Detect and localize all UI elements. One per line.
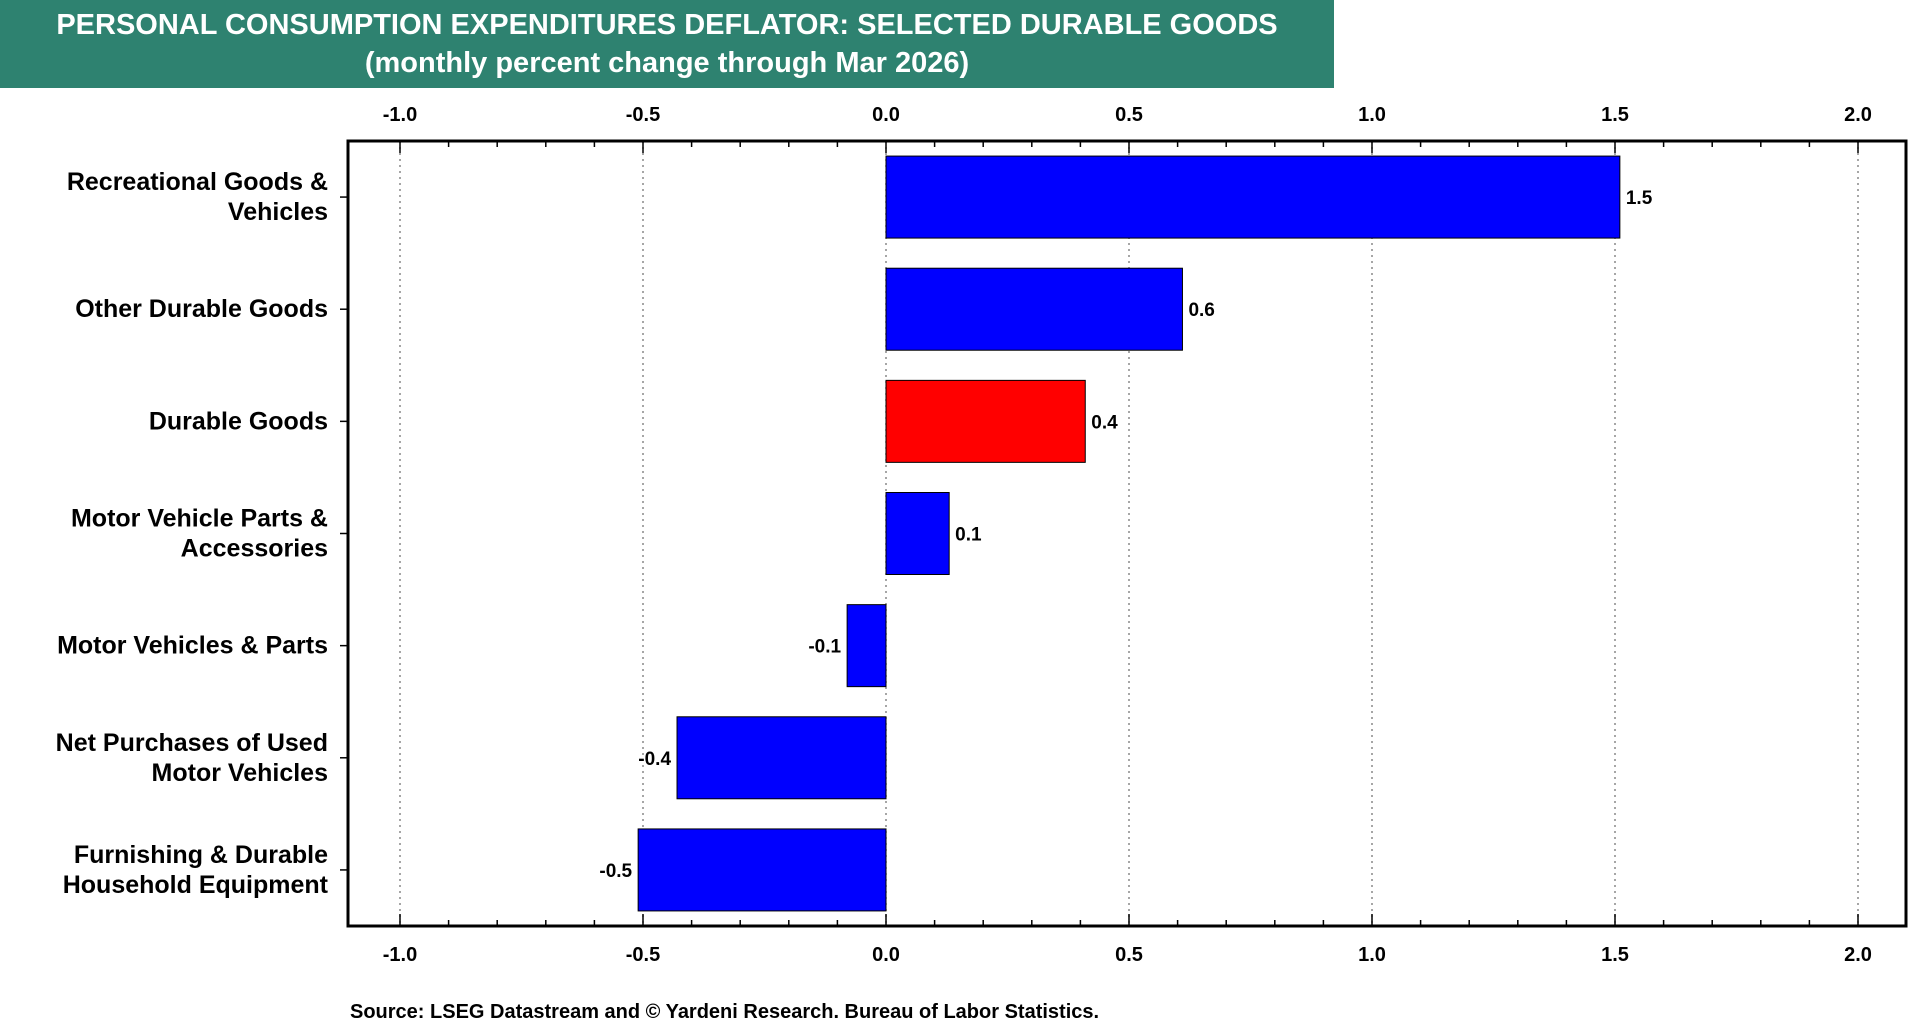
category-label: Durable Goods xyxy=(149,407,328,435)
bar xyxy=(885,155,1621,239)
category-label-line: Motor Vehicle Parts & xyxy=(71,505,328,533)
category-label: Other Durable Goods xyxy=(75,295,328,323)
bar xyxy=(885,492,950,575)
category-label: Motor Vehicle Parts & Accessories xyxy=(71,505,328,563)
x-tick-label-bottom: 1.5 xyxy=(1601,944,1629,966)
category-label-line: Motor Vehicles xyxy=(152,759,328,787)
bar xyxy=(637,828,887,912)
category-label-line: Furnishing & Durable xyxy=(74,841,328,869)
category-label-line: Accessories xyxy=(181,535,328,563)
category-label: Furnishing & Durable Household Equipment xyxy=(63,841,329,899)
x-tick-label-top: 1.5 xyxy=(1601,104,1629,126)
x-tick-label-top: 0.5 xyxy=(1115,104,1143,126)
source-note: Source: LSEG Datastream and © Yardeni Re… xyxy=(350,1001,1100,1023)
category-label: Net Purchases of Used Motor Vehicles xyxy=(56,729,328,787)
x-tick-label-top: 1.0 xyxy=(1358,104,1386,126)
x-tick-label-bottom: 0.0 xyxy=(872,944,900,966)
category-label-line: Other Durable Goods xyxy=(75,295,328,323)
category-label-line: Net Purchases of Used xyxy=(56,729,328,757)
category-label: Motor Vehicles & Parts xyxy=(57,632,328,660)
category-label-line: Household Equipment xyxy=(63,871,329,899)
x-tick-label-bottom: 2.0 xyxy=(1844,944,1872,966)
bar xyxy=(846,604,887,688)
plot-frame xyxy=(346,139,1908,928)
x-tick-label-top: 0.0 xyxy=(872,104,900,126)
category-label-line: Recreational Goods & xyxy=(67,168,328,196)
x-tick-label-top: -0.5 xyxy=(626,104,660,126)
data-label: -0.1 xyxy=(808,637,841,658)
x-tick-label-bottom: -1.0 xyxy=(383,944,417,966)
chart-subtitle: (monthly percent change through Mar 2026… xyxy=(364,47,970,79)
bar xyxy=(885,379,1086,463)
x-tick-label-bottom: -0.5 xyxy=(626,944,660,966)
category-label-line: Motor Vehicles & Parts xyxy=(57,632,328,660)
x-tick-label-bottom: 0.5 xyxy=(1115,944,1143,966)
x-tick-label-top: 2.0 xyxy=(1844,104,1872,126)
x-tick-label-top: -1.0 xyxy=(383,104,417,126)
data-label: -0.4 xyxy=(638,749,671,770)
x-tick-label-bottom: 1.0 xyxy=(1358,944,1386,966)
chart-title: PERSONAL CONSUMPTION EXPENDITURES DEFLAT… xyxy=(56,9,1278,41)
data-label: 0.4 xyxy=(1091,412,1118,433)
data-label: 0.6 xyxy=(1188,300,1214,321)
data-label: 1.5 xyxy=(1626,188,1653,209)
data-label: 0.1 xyxy=(955,525,982,546)
bar xyxy=(676,716,887,800)
chart-title-banner: PERSONAL CONSUMPTION EXPENDITURES DEFLAT… xyxy=(0,0,1334,88)
category-label-line: Durable Goods xyxy=(149,407,328,435)
bar xyxy=(885,267,1183,351)
category-label-line: Vehicles xyxy=(228,198,328,226)
data-label: -0.5 xyxy=(599,861,632,882)
category-label: Recreational Goods & Vehicles xyxy=(67,168,328,226)
